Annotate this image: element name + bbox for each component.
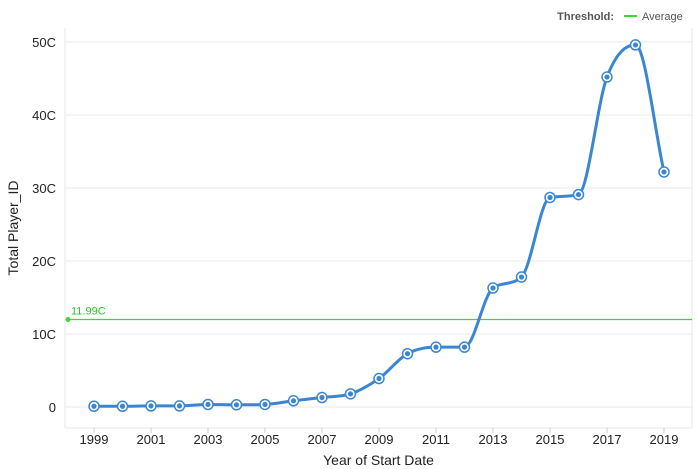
x-tick-label: 2013 [479,432,508,447]
x-tick-label: 2017 [593,432,622,447]
data-point-core [575,191,582,198]
data-point-core [404,351,411,357]
x-tick-label: 2005 [251,432,280,447]
data-point-core [91,403,97,409]
y-tick-label: 10C [32,327,56,342]
threshold-label: 11.99C [71,305,106,317]
data-point-core [632,42,639,48]
data-point-core [518,274,525,280]
legend[interactable]: Threshold: Average [557,11,683,23]
y-tick-label: 50C [32,35,56,50]
x-axis-label: Year of Start Date [323,452,434,468]
data-point-core [176,403,183,409]
y-axis-label: Total Player_ID [5,181,21,276]
y-tick-label: 40C [32,108,56,123]
x-axis-ticks: 1999 2001 2003 2005 2007 2009 2011 2013 2015 2017… [80,428,679,447]
data-point-core [119,403,126,409]
y-tick-label: 30C [32,181,56,196]
data-point-core [433,344,439,350]
x-tick-label: 2015 [536,432,565,447]
x-tick-label: 1999 [80,432,109,447]
data-points [88,39,670,413]
x-tick-label: 2003 [194,432,223,447]
x-tick-label: 2019 [650,432,679,447]
x-tick-label: 2007 [308,432,337,447]
data-point-core [148,403,154,409]
data-point-core [376,375,382,382]
data-point-core [319,394,325,401]
data-point-core [347,391,354,397]
data-point-core [661,169,667,175]
data-point-core [205,401,211,408]
grid-lines [64,28,693,429]
y-axis-ticks: 0 10C 20C 30C 40C 50C [32,35,56,415]
legend-title: Threshold: [557,11,614,23]
threshold-group: 11.99C [65,305,692,322]
x-tick-label: 2011 [422,432,450,447]
series-line [94,43,666,408]
threshold-marker [65,316,71,322]
data-point-core [547,194,553,201]
data-point-core [233,402,240,408]
data-point-core [290,398,297,404]
y-tick-label: 0 [49,400,56,415]
data-point-core [604,74,610,80]
data-point-core [262,401,268,408]
legend-entry: Average [642,11,683,23]
data-point-core [490,285,496,291]
x-tick-label: 2009 [365,432,394,447]
data-point-core [461,344,468,350]
y-tick-label: 20C [32,254,56,269]
x-tick-label: 2001 [137,432,166,447]
